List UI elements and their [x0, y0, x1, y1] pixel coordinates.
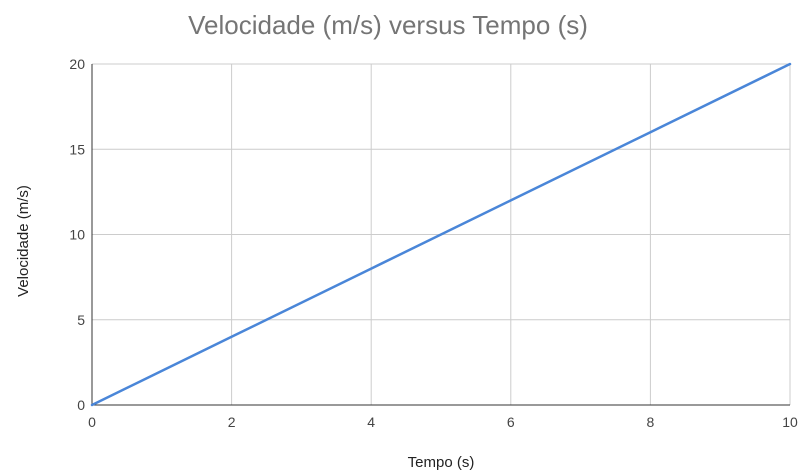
x-tick-label: 6 [507, 414, 515, 430]
x-tick-label: 4 [367, 414, 375, 430]
chart-title: Velocidade (m/s) versus Tempo (s) [188, 10, 588, 40]
y-tick-label: 0 [77, 397, 85, 413]
y-tick-label: 10 [69, 227, 85, 243]
tick-labels: 0 2 4 6 8 10 0 5 10 15 20 [69, 56, 798, 430]
x-axis-label: Tempo (s) [408, 454, 475, 471]
series [90, 62, 792, 407]
x-tick-label: 0 [88, 414, 96, 430]
grid [91, 63, 791, 405]
y-tick-label: 5 [77, 312, 85, 328]
y-tick-label: 20 [69, 56, 85, 72]
x-tick-label: 10 [782, 414, 798, 430]
axes [91, 64, 790, 406]
y-axis-label: Velocidade (m/s) [15, 185, 32, 297]
y-tick-label: 15 [69, 141, 85, 157]
x-tick-label: 2 [228, 414, 236, 430]
x-tick-label: 8 [647, 414, 655, 430]
series-line [90, 62, 792, 407]
